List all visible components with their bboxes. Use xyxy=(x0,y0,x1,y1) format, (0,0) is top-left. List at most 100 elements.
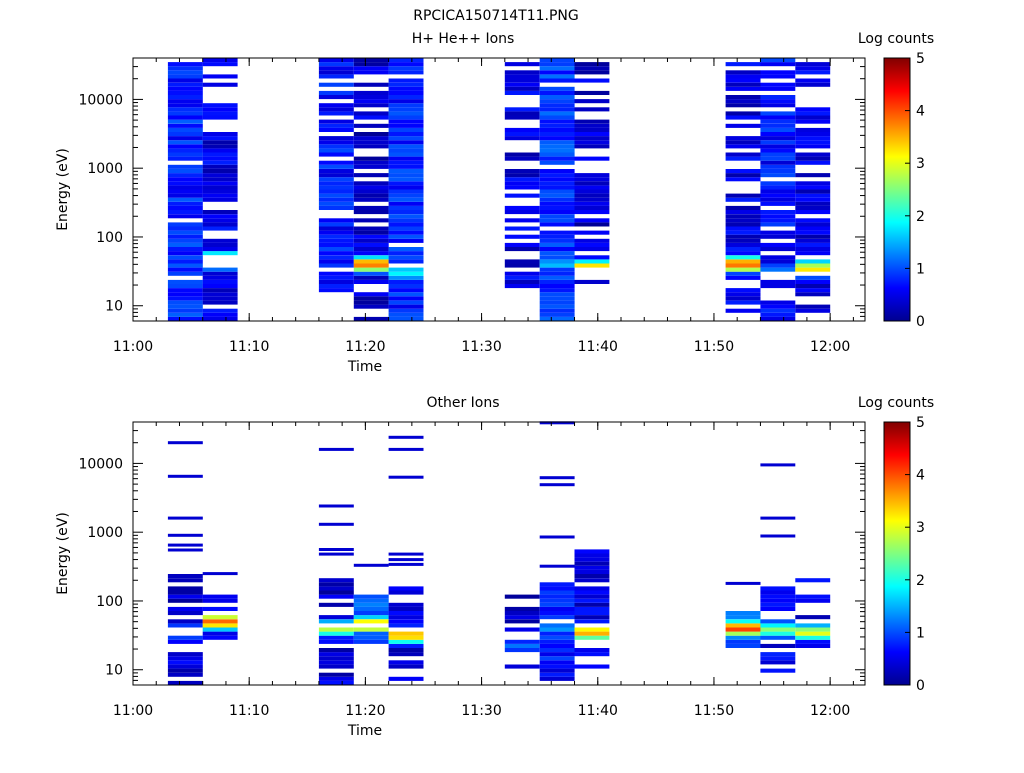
y-tick-label: 10000 xyxy=(78,456,123,472)
cell xyxy=(167,70,203,75)
cell xyxy=(167,238,203,243)
cell xyxy=(725,169,761,174)
cell xyxy=(539,189,575,194)
cell xyxy=(539,230,575,235)
cell xyxy=(202,136,238,141)
cell xyxy=(318,234,354,239)
cell xyxy=(353,136,389,141)
cell xyxy=(574,230,610,235)
cell xyxy=(760,259,796,264)
cell xyxy=(202,284,238,289)
cell xyxy=(760,619,796,624)
count-line xyxy=(388,562,424,566)
cell xyxy=(388,62,424,67)
cell xyxy=(725,70,761,75)
cell xyxy=(388,619,424,624)
cell xyxy=(725,214,761,219)
cell xyxy=(539,173,575,178)
cell xyxy=(760,656,796,661)
colorbar-tick-label: 4 xyxy=(916,468,925,484)
cell xyxy=(725,639,761,644)
cell xyxy=(725,205,761,210)
cell xyxy=(795,263,831,268)
cell xyxy=(539,222,575,227)
cell xyxy=(202,606,238,611)
cell xyxy=(539,606,575,611)
cell xyxy=(760,284,796,289)
cell xyxy=(574,598,610,603)
cell xyxy=(795,234,831,239)
cell xyxy=(725,86,761,91)
cell xyxy=(318,660,354,665)
cell xyxy=(504,62,540,67)
cell xyxy=(318,103,354,108)
cell xyxy=(725,197,761,202)
cell xyxy=(388,78,424,83)
cell xyxy=(539,639,575,644)
x-axis: 11:00 11:10 11:20 11:30 11:40 11:50 12:00 Time xyxy=(113,58,854,375)
cell xyxy=(539,201,575,206)
time-column-10 xyxy=(760,58,796,321)
cell xyxy=(388,189,424,194)
cell xyxy=(353,132,389,137)
cell xyxy=(574,181,610,186)
cell xyxy=(202,115,238,120)
cell xyxy=(353,271,389,276)
cell xyxy=(760,62,796,67)
cell xyxy=(574,189,610,194)
cell xyxy=(725,136,761,141)
cell xyxy=(574,222,610,227)
cell xyxy=(388,197,424,202)
cell xyxy=(795,238,831,243)
cell xyxy=(167,652,203,657)
cell xyxy=(318,218,354,223)
cell xyxy=(353,160,389,165)
cell xyxy=(574,193,610,198)
cell xyxy=(388,643,424,648)
cell xyxy=(318,284,354,289)
cell xyxy=(725,611,761,616)
cell xyxy=(202,132,238,137)
cell xyxy=(353,226,389,231)
cell xyxy=(388,279,424,284)
cell xyxy=(539,308,575,313)
x-tick-label: 11:00 xyxy=(113,339,153,355)
y-axis-label: Energy (eV) xyxy=(55,512,71,595)
cell xyxy=(388,602,424,607)
cell xyxy=(353,602,389,607)
count-line xyxy=(167,516,203,520)
cell xyxy=(318,111,354,116)
count-line xyxy=(725,581,761,585)
cell xyxy=(725,247,761,252)
cell xyxy=(202,58,238,63)
cell xyxy=(318,173,354,178)
cell xyxy=(795,205,831,210)
cell xyxy=(202,169,238,174)
cell xyxy=(574,590,610,595)
cell xyxy=(388,214,424,219)
cell xyxy=(504,226,540,231)
x-tick-label: 12:00 xyxy=(810,703,850,719)
cell xyxy=(167,173,203,178)
time-column-4 xyxy=(353,563,389,644)
cell xyxy=(318,631,354,636)
cell xyxy=(318,288,354,293)
cell xyxy=(504,169,540,174)
cell xyxy=(795,275,831,280)
cell xyxy=(725,230,761,235)
cell xyxy=(574,177,610,182)
cell xyxy=(318,119,354,124)
cell xyxy=(539,70,575,75)
colorbar-tick-label: 0 xyxy=(916,678,925,694)
cell xyxy=(167,255,203,260)
cell xyxy=(760,635,796,640)
cell xyxy=(388,304,424,309)
cell xyxy=(167,316,203,321)
cell xyxy=(795,66,831,71)
cell xyxy=(574,123,610,128)
cell xyxy=(574,144,610,149)
cell xyxy=(388,119,424,124)
cell xyxy=(167,123,203,128)
cell xyxy=(795,62,831,67)
cell xyxy=(353,279,389,284)
